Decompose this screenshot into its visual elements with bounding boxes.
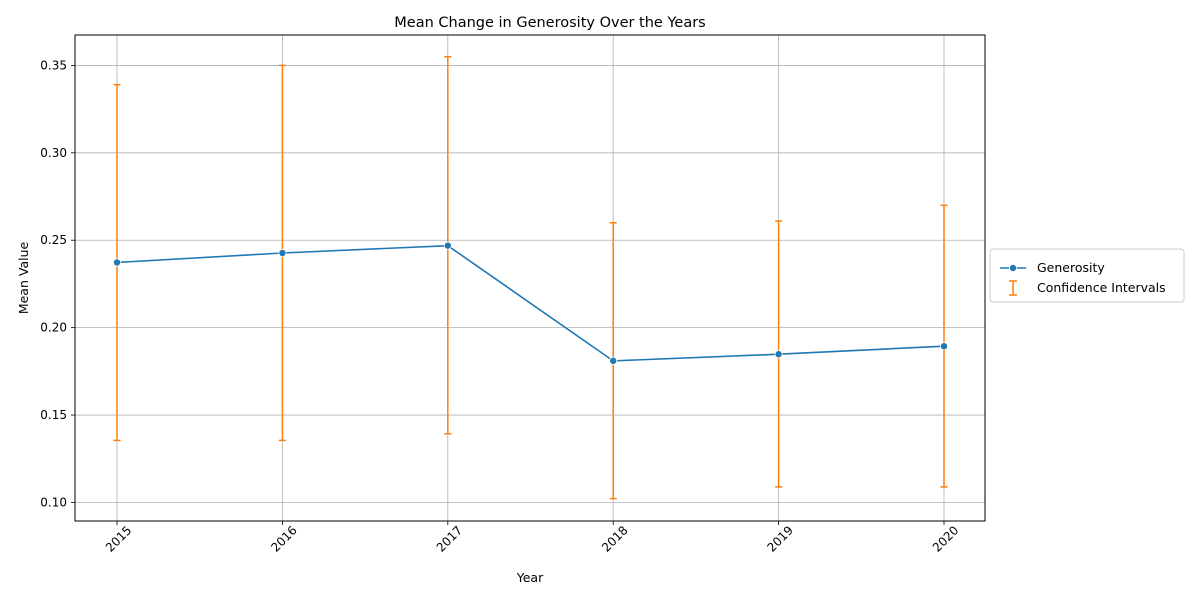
x-axis-ticks: 2015 2016 2017 2018 2019 2020 [103, 521, 961, 555]
x-tick-label: 2018 [599, 523, 630, 554]
series-point [940, 342, 949, 351]
series-point [278, 249, 287, 258]
generosity-series [113, 241, 949, 365]
y-axis-label: Mean Value [16, 242, 31, 315]
x-tick-label: 2016 [268, 523, 299, 554]
y-tick-label: 0.20 [40, 321, 67, 335]
series-point [774, 350, 783, 359]
y-tick-label: 0.30 [40, 146, 67, 160]
series-line [116, 244, 945, 362]
legend-frame [989, 248, 1185, 303]
y-axis-ticks: 0.10 0.15 0.20 0.25 0.30 0.35 [40, 58, 75, 509]
series-point [443, 241, 452, 250]
legend-generosity-label: Generosity [1037, 260, 1105, 275]
plot-frame [74, 34, 986, 522]
legend-ci-label: Confidence Intervals [1037, 280, 1166, 295]
x-tick-label: 2019 [764, 523, 795, 554]
series-point [113, 258, 122, 267]
series-point [609, 356, 618, 365]
x-axis-label: Year [516, 570, 544, 585]
y-tick-label: 0.15 [40, 408, 67, 422]
x-tick-label: 2020 [930, 523, 961, 554]
y-tick-label: 0.25 [40, 233, 67, 247]
confidence-interval-bars [113, 55, 948, 500]
chart-title: Mean Change in Generosity Over the Years [394, 15, 705, 31]
y-tick-label: 0.10 [40, 495, 67, 509]
gridlines [75, 35, 985, 521]
x-tick-label: 2015 [103, 523, 134, 554]
legend: Generosity Confidence Intervals [989, 248, 1185, 303]
y-tick-label: 0.35 [40, 58, 67, 72]
x-tick-label: 2017 [434, 523, 465, 554]
legend-generosity-marker-icon [1009, 263, 1018, 272]
